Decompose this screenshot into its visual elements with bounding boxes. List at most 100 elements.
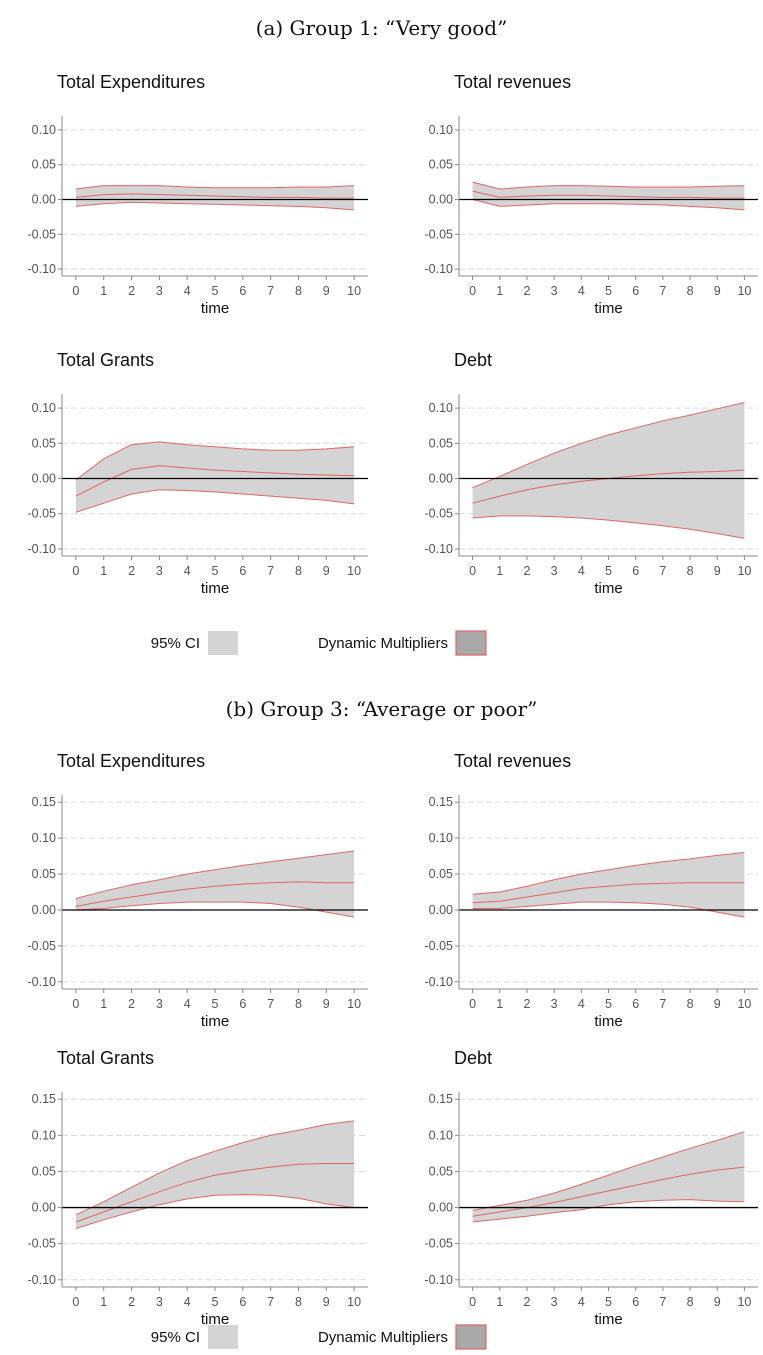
- y-tick-label: -0.10: [28, 1273, 57, 1287]
- y-tick-label: -0.05: [28, 507, 57, 521]
- lower-bound-line: [75, 901, 355, 918]
- y-tick-label: 0.10: [32, 401, 56, 415]
- y-tick-label: 0.05: [429, 158, 453, 172]
- x-tick-label: 1: [496, 284, 503, 298]
- panel-title: Total Expenditures: [57, 751, 205, 771]
- y-tick-label: 0.00: [429, 1201, 453, 1215]
- x-tick-label: 3: [156, 564, 163, 578]
- x-tick-label: 6: [239, 564, 246, 578]
- y-tick-label: -0.05: [28, 939, 57, 953]
- x-tick-label: 2: [128, 997, 135, 1011]
- x-tick-label: 9: [323, 564, 330, 578]
- y-tick-label: 0.05: [429, 1164, 453, 1178]
- y-tick-label: 0.00: [429, 903, 453, 917]
- upper-bound-line: [75, 441, 355, 481]
- x-tick-label: 3: [551, 1295, 558, 1309]
- x-tick-label: 5: [605, 1295, 612, 1309]
- y-tick-label: -0.10: [28, 542, 57, 556]
- y-tick-label: 0.15: [429, 1092, 453, 1106]
- x-tick-label: 8: [687, 997, 694, 1011]
- x-tick-label: 10: [347, 1295, 361, 1309]
- group-caption-a: (a) Group 1: “Very good”: [255, 16, 508, 40]
- upper-bound-line: [472, 402, 745, 489]
- x-tick-label: 1: [100, 997, 107, 1011]
- x-tick-label: 3: [551, 997, 558, 1011]
- x-tick-label: 8: [295, 284, 302, 298]
- y-tick-label: 0.00: [32, 472, 56, 486]
- y-tick-label: -0.05: [425, 507, 454, 521]
- y-tick-label: 0.05: [32, 1164, 56, 1178]
- x-tick-label: 4: [578, 284, 585, 298]
- y-tick-label: 0.10: [429, 123, 453, 137]
- x-tick-label: 4: [184, 1295, 191, 1309]
- multiplier-line: [75, 193, 355, 199]
- x-tick-label: 6: [632, 564, 639, 578]
- legend-ci-swatch: [208, 631, 238, 655]
- panel-total-expenditures: Total Expenditures 0.15 0.10 0.05 0.00 -0.05 -…: [28, 751, 368, 1030]
- x-tick-label: 7: [267, 1295, 274, 1309]
- x-axis-label: time: [594, 300, 622, 317]
- ci-ribbon: [472, 402, 745, 539]
- x-tick-label: 3: [156, 284, 163, 298]
- x-tick-label: 6: [239, 997, 246, 1011]
- multiplier-line: [75, 881, 355, 907]
- x-tick-label: 7: [659, 564, 666, 578]
- multiplier-line: [75, 1163, 355, 1223]
- x-tick-label: 8: [687, 564, 694, 578]
- x-tick-label: 10: [737, 564, 751, 578]
- x-tick-label: 4: [578, 564, 585, 578]
- legend-multiplier-swatch: [455, 1324, 487, 1350]
- panel-title: Total revenues: [454, 751, 571, 771]
- x-tick-label: 8: [295, 997, 302, 1011]
- upper-bound-line: [472, 852, 745, 895]
- y-tick-label: -0.10: [425, 1273, 454, 1287]
- x-tick-label: 9: [714, 284, 721, 298]
- x-tick-label: 9: [323, 1295, 330, 1309]
- panel-debt: Debt 0.10 0.05 0.00 -0.05 -0.10 0 1 2 3 4 5 6 7 8 9 10 ti…: [425, 350, 758, 597]
- x-axis-label: time: [201, 580, 229, 597]
- lower-bound-line: [472, 199, 745, 211]
- x-tick-label: 10: [737, 997, 751, 1011]
- y-tick-label: 0.00: [32, 1201, 56, 1215]
- panel-title: Total Grants: [57, 1048, 154, 1068]
- y-tick-label: -0.10: [28, 975, 57, 989]
- x-tick-label: 2: [128, 284, 135, 298]
- x-tick-label: 4: [184, 997, 191, 1011]
- multiplier-line: [472, 190, 745, 199]
- x-tick-label: 0: [469, 997, 476, 1011]
- ci-ribbon: [472, 1131, 745, 1222]
- panel-debt: Debt 0.15 0.10 0.05 0.00 -0.05 -0.10 0 1 2 3 4 5 6 7 8 9…: [425, 1048, 758, 1328]
- x-tick-label: 3: [551, 284, 558, 298]
- x-tick-label: 7: [267, 284, 274, 298]
- legend-ci-label: 95% CI: [151, 1329, 200, 1346]
- legend-multiplier-label: Dynamic Multipliers: [318, 635, 448, 652]
- panel-total-revenues: Total revenues 0.15 0.10 0.05 0.00 -0.05 -0.10…: [425, 751, 758, 1030]
- legend: 95% CI Dynamic Multipliers: [151, 630, 487, 656]
- y-tick-label: -0.05: [425, 939, 454, 953]
- x-tick-label: 9: [323, 284, 330, 298]
- y-tick-label: -0.10: [28, 262, 57, 276]
- x-tick-label: 0: [72, 564, 79, 578]
- y-tick-label: 0.10: [32, 123, 56, 137]
- x-tick-label: 0: [72, 997, 79, 1011]
- x-tick-label: 5: [212, 997, 219, 1011]
- y-tick-label: 0.10: [429, 1128, 453, 1142]
- legend-multiplier-label: Dynamic Multipliers: [318, 1329, 448, 1346]
- legend-ci-label: 95% CI: [151, 635, 200, 652]
- x-tick-label: 2: [523, 284, 530, 298]
- x-tick-label: 6: [632, 997, 639, 1011]
- y-tick-label: -0.10: [425, 262, 454, 276]
- x-tick-label: 8: [295, 564, 302, 578]
- x-tick-label: 7: [267, 564, 274, 578]
- y-tick-label: 0.15: [32, 795, 56, 809]
- legend: 95% CI Dynamic Multipliers: [151, 1324, 487, 1350]
- panel-total-grants: Total Grants 0.10 0.05 0.00 -0.05 -0.10 0 1 2 3 4 5…: [28, 350, 368, 597]
- y-tick-label: -0.05: [425, 227, 454, 241]
- lower-bound-line: [472, 1199, 745, 1223]
- figure-group-b: Total Expenditures 0.15 0.10 0.05 0.00 -0.05 -…: [28, 751, 758, 1350]
- x-tick-label: 3: [156, 1295, 163, 1309]
- lower-bound-line: [472, 515, 745, 539]
- x-tick-label: 0: [72, 1295, 79, 1309]
- y-tick-label: 0.10: [32, 831, 56, 845]
- x-axis-label: time: [201, 1013, 229, 1030]
